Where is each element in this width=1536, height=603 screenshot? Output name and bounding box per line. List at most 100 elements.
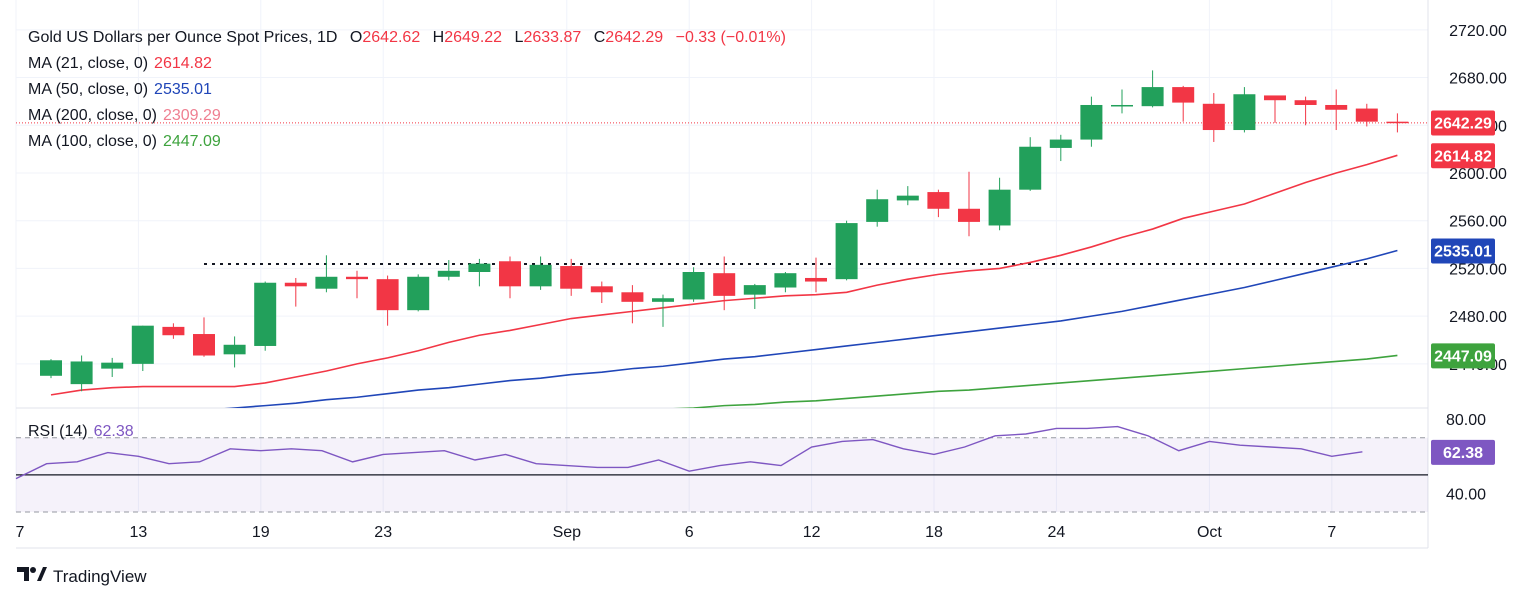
last-price-tag: 2642.29 (1431, 110, 1495, 136)
ma21-value: 2614.82 (154, 55, 212, 72)
candles (40, 70, 1409, 392)
candle-body (560, 266, 583, 289)
candle (1325, 89, 1348, 131)
candle-body (284, 282, 307, 287)
candle (40, 359, 62, 379)
rsi-legend[interactable]: RSI (14) 62.38 (28, 423, 134, 441)
rsi-tick-label: 80.00 (1446, 412, 1486, 429)
price-tick-label: 2480.00 (1449, 309, 1507, 326)
price-tick-label: 2680.00 (1449, 71, 1507, 88)
candle (560, 258, 583, 296)
candle-body (1325, 104, 1348, 110)
candle-body (1264, 95, 1286, 101)
ma21-price-tag: 2614.82 (1431, 143, 1495, 169)
rsi-value-tag: 62.38 (1431, 439, 1495, 465)
candle (835, 220, 858, 281)
rsi-series (15, 425, 1363, 480)
price-tick-label: 2520.00 (1449, 261, 1507, 278)
candle-body (468, 263, 491, 272)
candle-body (743, 285, 766, 295)
time-tick-label: 13 (130, 524, 148, 541)
candle-body (835, 223, 858, 280)
price-tick-label: 2600.00 (1449, 166, 1507, 183)
candle-body (652, 298, 674, 302)
rsi-line (15, 425, 1363, 480)
candle (927, 189, 950, 218)
candle-body (1080, 104, 1103, 140)
rsi-value: 62.38 (93, 423, 134, 440)
candle-body (315, 276, 338, 289)
candle (284, 277, 307, 307)
time-tick-label: Sep (553, 524, 582, 541)
ma50-line (224, 249, 1398, 408)
candle-body (70, 361, 93, 385)
candle (1202, 93, 1225, 142)
time-tick-label: 7 (16, 524, 25, 541)
low-label: L (514, 29, 524, 46)
candle-body (131, 325, 154, 364)
candle (101, 357, 124, 377)
candle (1264, 95, 1286, 123)
candle (713, 256, 736, 311)
instrument-title: Gold US Dollars per Ounce Spot Prices, 1… (28, 29, 338, 46)
candle-body (499, 261, 521, 287)
candle (1386, 113, 1409, 133)
candle-body (40, 360, 62, 376)
candle-body (682, 272, 705, 300)
close-value: 2642.29 (605, 29, 664, 46)
ma21-label: MA (21, close, 0) (28, 55, 149, 72)
candle (621, 285, 644, 324)
candle-body (866, 199, 889, 222)
time-tick-label: 24 (1048, 524, 1066, 541)
candle (131, 325, 154, 372)
time-tick-label: 18 (925, 524, 943, 541)
svg-text:2642.29: 2642.29 (1434, 116, 1492, 133)
ma50-price-tag: 2535.01 (1431, 238, 1495, 264)
rsi-tick-label: 40.00 (1446, 486, 1486, 503)
candle-body (590, 286, 613, 293)
candle-body (958, 208, 980, 222)
candle (1080, 96, 1103, 147)
high-label: H (432, 29, 445, 46)
svg-text:2535.01: 2535.01 (1434, 244, 1492, 261)
candle-body (713, 273, 736, 296)
ma100-price-tag: 2447.09 (1431, 343, 1495, 369)
tradingview-logo[interactable]: TradingView (17, 566, 147, 587)
time-axis[interactable]: 7 13 19 23 Sep 6 12 18 24 Oct 7 (16, 524, 1337, 541)
candle-body (162, 326, 185, 336)
candle-body (927, 192, 950, 209)
open-value: 2642.62 (362, 29, 421, 46)
candle-body (437, 270, 460, 277)
candle (1049, 134, 1072, 162)
time-tick-label: 6 (685, 524, 694, 541)
candle (376, 275, 399, 326)
time-tick-label: 12 (803, 524, 821, 541)
price-tick-label: 2560.00 (1449, 214, 1507, 231)
candle (162, 323, 185, 339)
candle-body (1202, 103, 1225, 131)
candle (193, 317, 215, 357)
candle (499, 256, 521, 299)
svg-text:62.38: 62.38 (1443, 445, 1483, 462)
ma100-value: 2447.09 (162, 133, 221, 150)
candle-body (346, 276, 368, 280)
ma200-legend[interactable]: MA (200, close, 0) 2309.29 (28, 107, 221, 125)
ma50-legend[interactable]: MA (50, close, 0) 2535.01 (28, 81, 212, 99)
candle (1294, 96, 1317, 126)
candle (1172, 85, 1195, 122)
ma200-value: 2309.29 (162, 107, 221, 124)
ma21-legend[interactable]: MA (21, close, 0) 2614.82 (28, 55, 212, 73)
ma100-line (673, 354, 1398, 408)
candle (1111, 89, 1133, 114)
candle (590, 281, 613, 304)
candle (407, 274, 430, 312)
candle (468, 258, 491, 287)
candle (743, 283, 766, 309)
high-value: 2649.22 (444, 29, 503, 46)
candle (652, 294, 674, 327)
candle (223, 336, 246, 368)
ma100-legend[interactable]: MA (100, close, 0) 2447.09 (28, 133, 221, 151)
rsi-band (16, 437, 1428, 513)
ohlc-legend: Gold US Dollars per Ounce Spot Prices, 1… (28, 29, 786, 47)
